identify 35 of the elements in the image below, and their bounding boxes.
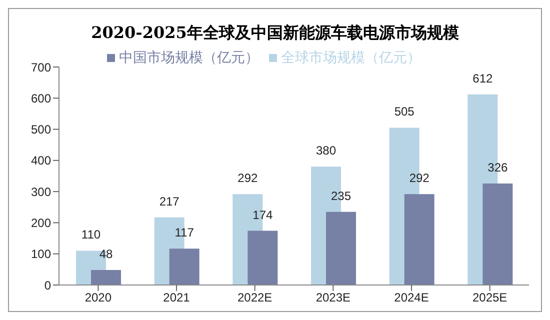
data-label: 326 bbox=[488, 160, 508, 174]
x-tick-label: 2020 bbox=[84, 290, 112, 305]
y-tick-label: 200 bbox=[30, 216, 52, 230]
data-label: 612 bbox=[472, 71, 493, 86]
data-label: 48 bbox=[99, 247, 113, 262]
data-label: 174 bbox=[252, 208, 273, 222]
data-label: 292 bbox=[409, 171, 430, 186]
bar bbox=[482, 183, 513, 285]
x-tick-label: 2021 bbox=[163, 290, 190, 305]
y-tick-label: 100 bbox=[30, 247, 52, 262]
y-tick-label: 500 bbox=[30, 122, 52, 137]
bar bbox=[91, 270, 121, 285]
y-tick-label: 700 bbox=[30, 60, 52, 74]
chart-title: 2020-2025年全球及中国新能源车载电源市场规模 bbox=[90, 23, 460, 44]
x-tick-label: 2024E bbox=[394, 290, 429, 305]
data-label: 380 bbox=[316, 144, 336, 158]
data-label: 110 bbox=[81, 228, 101, 242]
y-tick-label: 600 bbox=[30, 91, 52, 106]
legend-label: 全球市场规模（亿元） bbox=[281, 49, 421, 65]
y-tick-label: 400 bbox=[30, 154, 52, 168]
x-tick-label: 2025E bbox=[472, 290, 508, 305]
bar bbox=[404, 194, 434, 285]
legend-label: 中国市场规模（亿元） bbox=[119, 49, 259, 65]
data-label: 117 bbox=[174, 226, 194, 240]
bar bbox=[169, 248, 200, 285]
data-label: 217 bbox=[159, 194, 180, 208]
y-tick-label: 300 bbox=[30, 184, 52, 199]
bar bbox=[326, 212, 356, 285]
data-label: 292 bbox=[238, 171, 258, 186]
x-tick-label: 2023E bbox=[316, 290, 351, 305]
data-label: 235 bbox=[330, 188, 352, 203]
data-label: 505 bbox=[394, 104, 415, 119]
x-tick-label: 2022E bbox=[237, 290, 272, 305]
y-tick-label: 0 bbox=[44, 278, 52, 292]
bar bbox=[248, 230, 278, 285]
